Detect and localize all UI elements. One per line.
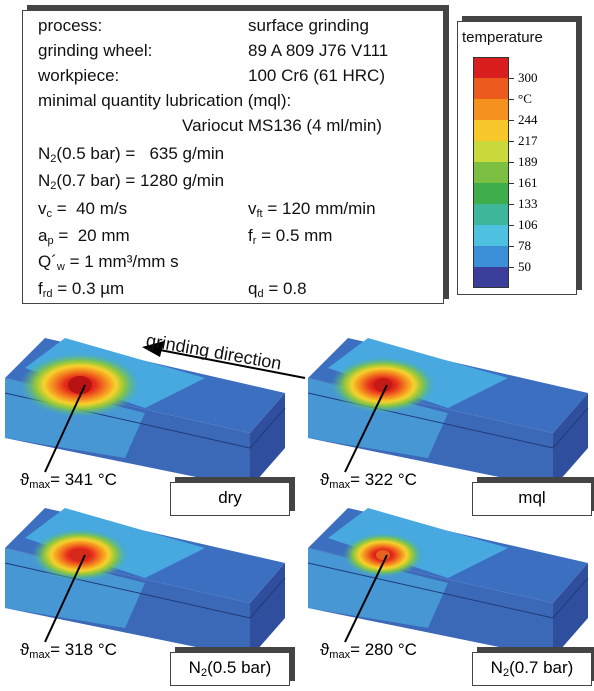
tmax-label: ϑmax= 322 °C bbox=[320, 470, 417, 491]
workpiece bbox=[5, 508, 285, 658]
legend-label: 133 bbox=[518, 196, 538, 212]
label: minimal quantity lubrication (mql): bbox=[38, 91, 291, 111]
tick bbox=[509, 141, 514, 142]
text: (0.7 bar) bbox=[509, 658, 573, 677]
workpiece bbox=[308, 508, 588, 658]
legend-label: 189 bbox=[518, 154, 538, 170]
text: = 0.3 µm bbox=[53, 279, 125, 298]
subscript: max bbox=[329, 649, 350, 661]
tick bbox=[509, 162, 514, 163]
text: ϑ bbox=[320, 470, 329, 489]
value: Variocut MS136 (4 ml/min) bbox=[182, 116, 382, 136]
tick bbox=[509, 225, 514, 226]
parameter: N2(0.7 bar) = 1280 g/min bbox=[38, 171, 224, 196]
text: dry bbox=[218, 488, 242, 507]
text: v bbox=[38, 199, 47, 218]
tmax-label: ϑmax= 280 °C bbox=[320, 640, 417, 661]
legend-label: 106 bbox=[518, 217, 538, 233]
text: N bbox=[38, 144, 50, 163]
tick bbox=[509, 78, 514, 79]
label: workpiece: bbox=[38, 66, 119, 86]
condition-label: dry bbox=[170, 488, 290, 508]
tick bbox=[509, 99, 514, 100]
tick bbox=[509, 267, 514, 268]
text: = 40 m/s bbox=[52, 199, 127, 218]
value: 100 Cr6 (61 HRC) bbox=[248, 66, 385, 86]
parameter: ap = 20 mm bbox=[38, 226, 130, 251]
condition-label: N2(0.5 bar) bbox=[170, 658, 290, 679]
text: (0.5 bar) bbox=[207, 658, 271, 677]
value: 89 A 809 J76 V111 bbox=[248, 41, 388, 61]
text: = 280 °C bbox=[350, 640, 417, 659]
text: = 0.5 mm bbox=[256, 226, 332, 245]
legend-label: 50 bbox=[518, 259, 531, 275]
legend-label: °C bbox=[518, 91, 532, 107]
parameter: vft = 120 mm/min bbox=[248, 199, 376, 224]
tmax-label: ϑmax= 341 °C bbox=[20, 470, 117, 491]
condition-label: N2(0.7 bar) bbox=[472, 658, 592, 679]
text: v bbox=[248, 199, 257, 218]
text: N bbox=[38, 171, 50, 190]
text: ϑ bbox=[20, 470, 29, 489]
text: mql bbox=[518, 488, 545, 507]
workpiece bbox=[308, 338, 588, 488]
parameter: frd = 0.3 µm bbox=[38, 279, 124, 304]
subscript: max bbox=[29, 479, 50, 491]
text: = 20 mm bbox=[54, 226, 130, 245]
text: = 0.8 bbox=[264, 279, 307, 298]
parameter: fr = 0.5 mm bbox=[248, 226, 332, 251]
text: (0.7 bar) = 1280 g/min bbox=[56, 171, 224, 190]
tmax-label: ϑmax= 318 °C bbox=[20, 640, 117, 661]
figure: process: surface grinding grinding wheel… bbox=[0, 0, 594, 691]
text: = 322 °C bbox=[350, 470, 417, 489]
text: ϑ bbox=[20, 640, 29, 659]
legend-label: 217 bbox=[518, 133, 538, 149]
text: N bbox=[189, 658, 201, 677]
legend-label: 300 bbox=[518, 70, 538, 86]
subscript: max bbox=[329, 479, 350, 491]
label: process: bbox=[38, 16, 102, 36]
parameter: Q´w = 1 mm³/mm s bbox=[38, 252, 179, 277]
legend-label: 78 bbox=[518, 238, 531, 254]
tick bbox=[509, 204, 514, 205]
tick bbox=[509, 120, 514, 121]
color-bar-border bbox=[473, 57, 509, 288]
legend-label: 161 bbox=[518, 175, 538, 191]
subscript: w bbox=[57, 261, 65, 273]
value: surface grinding bbox=[248, 16, 369, 36]
tick bbox=[509, 183, 514, 184]
text: = 120 mm/min bbox=[263, 199, 376, 218]
parameter: qd = 0.8 bbox=[248, 279, 307, 304]
text: ϑ bbox=[320, 640, 329, 659]
condition-label: mql bbox=[472, 488, 592, 508]
tick bbox=[509, 246, 514, 247]
text: = 1 mm³/mm s bbox=[65, 252, 179, 271]
legend-label: 244 bbox=[518, 112, 538, 128]
text: (0.5 bar) = 635 g/min bbox=[56, 144, 224, 163]
text: Q´ bbox=[38, 252, 57, 271]
parameter: vc = 40 m/s bbox=[38, 199, 127, 224]
subscript: rd bbox=[43, 288, 53, 300]
parameter: N2(0.5 bar) = 635 g/min bbox=[38, 144, 224, 169]
label: grinding wheel: bbox=[38, 41, 152, 61]
text: = 318 °C bbox=[50, 640, 117, 659]
text: = 341 °C bbox=[50, 470, 117, 489]
subscript: max bbox=[29, 649, 50, 661]
text: N bbox=[491, 658, 503, 677]
legend-title: temperature bbox=[462, 28, 543, 48]
